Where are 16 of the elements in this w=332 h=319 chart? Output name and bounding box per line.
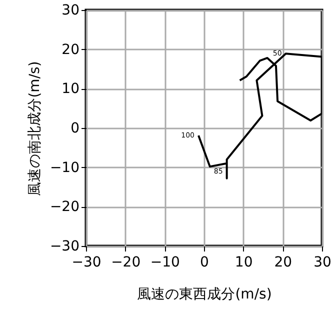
x-tick-label: 30: [314, 254, 332, 270]
y-tick-label: 20: [62, 42, 80, 58]
y-tick-label: 0: [70, 120, 80, 136]
y-tick-label: −20: [50, 199, 80, 216]
x-axis-title: 風速の東西成分(m/s): [137, 286, 272, 302]
x-tick-label: −30: [72, 254, 102, 270]
y-tick-label: 30: [62, 2, 80, 18]
x-tick-label: 0: [200, 254, 209, 270]
y-tick-label: −30: [50, 238, 80, 254]
x-tick-label: 10: [234, 254, 253, 270]
x-tick-label: −10: [150, 254, 180, 270]
y-axis-title: 風速の南北成分(m/s): [26, 61, 43, 196]
y-tick-label: 10: [62, 81, 80, 98]
y-tick-label: −10: [50, 160, 80, 176]
x-tick-label: 20: [274, 254, 292, 270]
x-tick-label: −20: [111, 254, 141, 270]
